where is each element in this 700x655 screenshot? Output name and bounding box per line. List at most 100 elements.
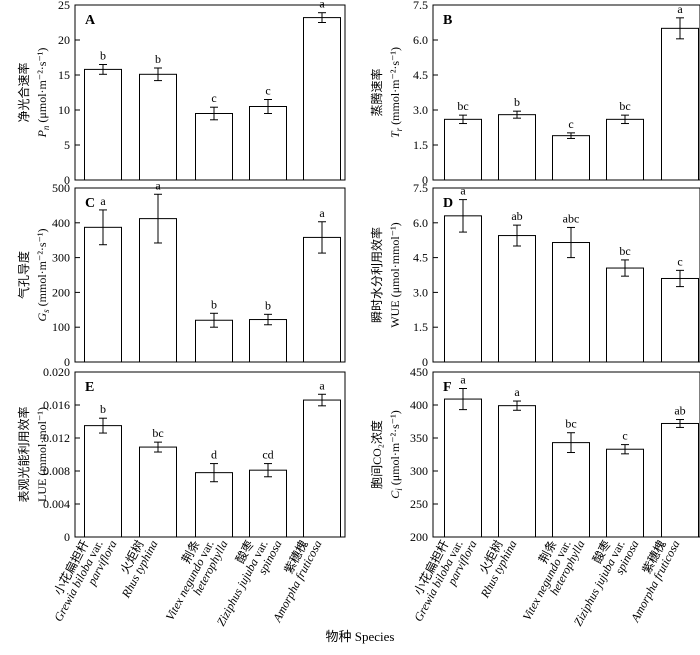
significance-letter: b: [211, 297, 217, 311]
significance-letter: bc: [565, 417, 576, 431]
panel-letter: E: [85, 380, 94, 395]
y-tick-label: 300: [410, 464, 428, 478]
significance-letter: a: [460, 184, 466, 198]
significance-letter: a: [677, 2, 683, 16]
y-axis-label-cn: 净光合速率: [16, 62, 31, 122]
y-tick-label: 25: [58, 0, 70, 12]
y-axis-label-cn: 表观光能利用效率: [16, 406, 31, 502]
significance-letter: a: [155, 178, 161, 192]
bar: [139, 446, 177, 538]
y-tick-label: 0: [422, 355, 428, 369]
significance-letter: b: [100, 402, 106, 416]
significance-letter: c: [622, 429, 627, 443]
bar: [249, 319, 287, 363]
y-tick-label: 6.0: [413, 216, 428, 230]
y-tick-label: 7.5: [413, 0, 428, 12]
y-axis-label-cn: 胞间CO₂浓度: [369, 420, 384, 489]
y-tick-label: 0.008: [43, 464, 70, 478]
y-tick-label: 450: [410, 365, 428, 379]
significance-letter: c: [211, 91, 216, 105]
significance-letter: a: [319, 206, 325, 220]
y-axis-label-symbol: Pn (μmol·m⁻²·s⁻¹): [35, 48, 51, 139]
significance-letter: abc: [563, 211, 580, 225]
y-tick-label: 0: [422, 173, 428, 187]
y-axis-label-symbol: WUE (μmol·mmol⁻¹): [388, 222, 402, 327]
y-tick-label: 100: [52, 320, 70, 334]
bar: [498, 405, 536, 538]
y-tick-label: 0.016: [43, 398, 70, 412]
significance-letter: bc: [619, 244, 630, 258]
bar: [444, 215, 482, 363]
y-tick-label: 15: [58, 68, 70, 82]
y-tick-label: 4.5: [413, 68, 428, 82]
significance-letter: b: [155, 52, 161, 66]
significance-letter: b: [514, 95, 520, 109]
bar: [195, 472, 233, 538]
panel-letter: C: [85, 196, 95, 211]
y-tick-label: 3.0: [413, 103, 428, 117]
bar: [498, 114, 536, 181]
bar: [444, 118, 482, 181]
significance-letter: bc: [619, 99, 630, 113]
y-tick-label: 0: [64, 355, 70, 369]
significance-letter: d: [211, 448, 217, 462]
significance-letter: c: [265, 84, 270, 98]
bar: [84, 226, 122, 363]
significance-letter: c: [568, 117, 573, 131]
bar: [552, 135, 590, 181]
y-axis-label-symbol: LUE (mmol·mol⁻¹): [35, 407, 49, 502]
bar: [303, 236, 341, 363]
panel-e: 0 0.004 0.008 0.012 0.016 0.020 E 表观光能利用效率 LUE (…: [16, 365, 346, 628]
y-tick-label: 7.5: [413, 181, 428, 195]
panel-letter: B: [443, 13, 452, 28]
y-tick-label: 0.012: [43, 431, 70, 445]
bar: [661, 277, 699, 363]
bar: [303, 17, 341, 181]
significance-letter: ab: [511, 209, 522, 223]
bar: [606, 267, 644, 363]
panel-letter: F: [443, 380, 452, 395]
panel-letter: D: [443, 196, 453, 211]
bar: [444, 398, 482, 538]
significance-letter: c: [677, 254, 682, 268]
significance-letter: b: [100, 49, 106, 63]
y-tick-label: 4.5: [413, 251, 428, 265]
y-axis-label-symbol: Tr (mmol·m⁻²·s⁻¹): [388, 47, 404, 138]
significance-letter: b: [265, 298, 271, 312]
bar: [249, 469, 287, 538]
bar: [195, 113, 233, 181]
y-tick-label: 400: [52, 216, 70, 230]
y-tick-label: 500: [52, 181, 70, 195]
panel-letter: A: [85, 13, 96, 28]
y-tick-label: 1.5: [413, 138, 428, 152]
bar: [84, 425, 122, 538]
y-axis-label-symbol: Ci (μmol·m⁻²·s⁻¹): [388, 410, 404, 498]
x-axis-label: 物种 Species: [326, 629, 395, 644]
significance-letter: a: [100, 194, 106, 208]
bar: [552, 242, 590, 363]
y-tick-label: 250: [410, 497, 428, 511]
panel-c: 0 100 200 300 400 500 C 气孔导度 Gs (mmol·m⁻²·s⁻¹) a a…: [16, 178, 346, 369]
y-axis-label-cn: 蒸腾速率: [369, 68, 384, 116]
y-tick-label: 10: [58, 103, 70, 117]
y-axis-label-symbol: Gs (mmol·m⁻²·s⁻¹): [35, 228, 51, 321]
y-tick-label: 0: [64, 173, 70, 187]
y-axis-label-cn: 气孔导度: [16, 251, 31, 299]
panel-d: 0 1.5 3.0 4.5 6.0 7.5 D 瞬时水分利用效率 WUE (μmol·mmol⁻…: [369, 181, 700, 369]
bar: [139, 73, 177, 181]
bar: [661, 27, 699, 181]
y-tick-label: 200: [410, 530, 428, 544]
significance-letter: a: [460, 373, 466, 387]
y-tick-label: 20: [58, 33, 70, 47]
significance-letter: a: [319, 0, 325, 11]
bar: [661, 422, 699, 538]
y-tick-label: 3.0: [413, 285, 428, 299]
panel-f: 200 250 300 350 400 450 F 胞间CO₂浓度 Ci (μmol·m⁻²·s…: [369, 365, 700, 628]
bar: [498, 235, 536, 363]
y-tick-label: 1.5: [413, 320, 428, 334]
